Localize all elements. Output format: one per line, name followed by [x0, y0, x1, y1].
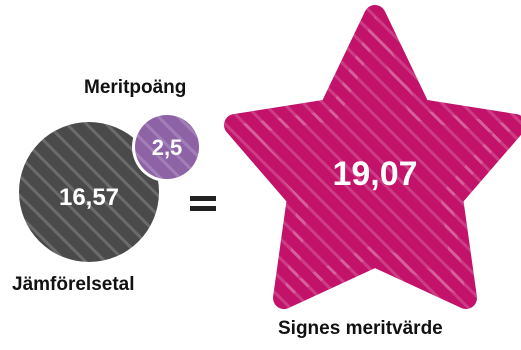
merit-points-label: Meritpoäng — [84, 77, 187, 98]
comparison-score-circle — [19, 122, 159, 262]
merit-value-label: Signes meritvärde — [278, 318, 443, 339]
merit-points-value: 2,5 — [152, 135, 183, 160]
merit-value-number: 19,07 — [332, 155, 417, 193]
comparison-score-label: Jämförelsetal — [12, 274, 135, 295]
comparison-score-value: 16,57 — [59, 184, 119, 211]
merit-points-circle — [132, 112, 202, 182]
equals-icon — [190, 196, 216, 211]
merit-value-star-icon — [224, 5, 521, 309]
